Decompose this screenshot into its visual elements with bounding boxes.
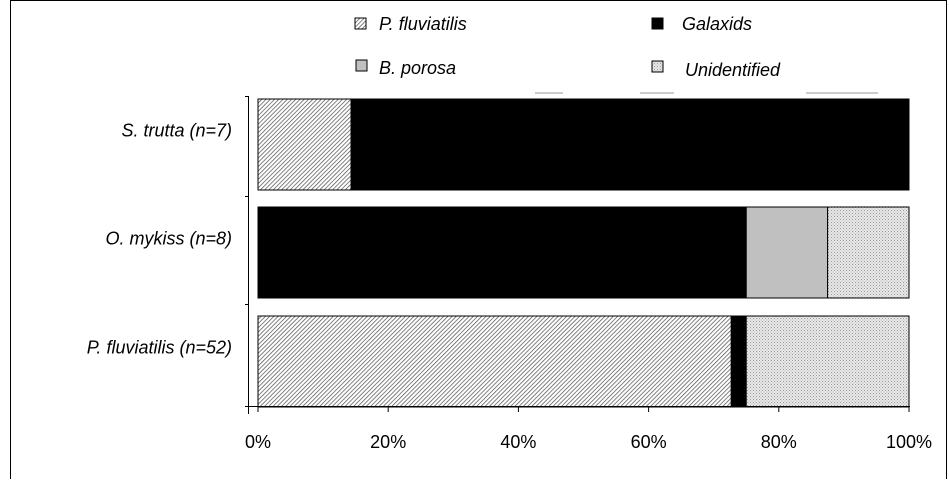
x-tick-label: 60%: [631, 432, 667, 452]
legend: P. fluviatilis Galaxids B. porosa Unidentif…: [354, 14, 878, 94]
axes-group: [245, 96, 910, 414]
x-tick-label: 100%: [886, 432, 932, 452]
legend-label-p-fluviatilis: P. fluviatilis: [379, 14, 467, 34]
category-label-s-trutta-n-7: S. trutta (n=7): [121, 121, 232, 141]
bar-segment-galaxids-s-trutta-n-7: [350, 98, 910, 191]
bars-group: [257, 98, 910, 408]
x-tick-label: 20%: [370, 432, 406, 452]
x-tick-label: 0%: [245, 432, 271, 452]
legend-label-unidentified: Unidentified: [685, 60, 781, 80]
x-tick-label: 40%: [500, 432, 536, 452]
bar-segment-p-fluviatilis-p-fluviatilis-n-52: [257, 315, 732, 408]
legend-label-galaxids: Galaxids: [682, 14, 752, 34]
legend-swatch-p-fluviatilis: [354, 17, 367, 30]
bar-segment-unidentified-p-fluviatilis-n-52: [745, 315, 910, 408]
legend-label-b-porosa: B. porosa: [379, 58, 456, 78]
legend-swatch-galaxids: [651, 17, 664, 30]
bar-segment-b-porosa-o-mykiss-n-8: [745, 206, 829, 299]
bar-segment-p-fluviatilis-s-trutta-n-7: [257, 98, 352, 191]
category-label-o-mykiss-n-8: O. mykiss (n=8): [105, 229, 232, 249]
x-tick-label: 80%: [761, 432, 797, 452]
legend-swatch-b-porosa: [355, 59, 368, 72]
bar-segment-galaxids-o-mykiss-n-8: [257, 206, 747, 299]
category-label-p-fluviatilis-n-52: P. fluviatilis (n=52): [87, 338, 232, 358]
bar-segment-galaxids-p-fluviatilis-n-52: [730, 315, 747, 408]
labels-group: 0% 20% 40% 60% 80% 100% S. trutta (n=7) O. myki…: [87, 121, 932, 453]
bar-segment-unidentified-o-mykiss-n-8: [827, 206, 910, 299]
legend-swatch-unidentified: [651, 60, 664, 73]
